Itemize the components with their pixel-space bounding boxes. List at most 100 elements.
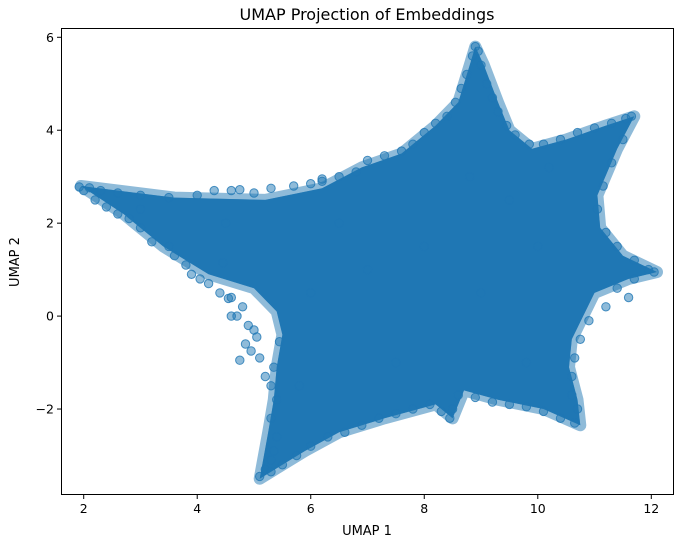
scatter-point <box>195 274 205 284</box>
scatter-point <box>306 441 316 451</box>
scatter-point <box>629 274 639 284</box>
scatter-point <box>606 158 617 168</box>
scatter-point <box>570 418 580 428</box>
scatter-point <box>493 106 503 117</box>
x-tick-label: 12 <box>643 501 659 516</box>
y-tick-label: 2 <box>46 216 54 231</box>
y-tick-label: 6 <box>46 30 54 45</box>
scatter-point <box>504 399 515 410</box>
scatter-point <box>521 402 532 412</box>
scatter-point <box>269 446 279 456</box>
scatter-point <box>510 130 520 140</box>
scatter-point <box>169 251 180 261</box>
scatter-point <box>357 420 367 430</box>
plot-frame <box>61 28 674 495</box>
scatter-point <box>181 260 191 270</box>
scatter-point <box>570 353 580 363</box>
scatter-point <box>220 218 231 228</box>
scatter-point <box>555 413 566 423</box>
scatter-point <box>501 120 512 131</box>
scatter-point <box>266 183 276 194</box>
scatter-point <box>462 69 472 80</box>
chart-title: UMAP Projection of Embeddings <box>240 5 495 24</box>
scatter-point <box>445 413 455 423</box>
scatter-point <box>362 155 373 166</box>
scatter-point <box>226 311 237 321</box>
scatter-point <box>317 176 327 187</box>
scatter-point <box>450 97 461 108</box>
scatter-point <box>482 79 492 89</box>
scatter-point <box>226 185 237 196</box>
scatter-point <box>334 172 344 182</box>
scatter-point <box>269 362 279 372</box>
scatter-point <box>601 227 611 238</box>
scatter-point <box>538 139 549 149</box>
scatter-point <box>237 302 248 312</box>
scatter-point <box>135 190 146 201</box>
scatter-point <box>192 190 202 201</box>
scatter-marks <box>74 40 663 485</box>
scatter-point <box>572 127 583 138</box>
scatter-point <box>436 406 446 417</box>
scatter-point <box>524 139 534 149</box>
y-tick-label: −2 <box>36 402 54 417</box>
scatter-point <box>277 460 288 470</box>
scatter-point <box>124 213 134 224</box>
scatter-point <box>391 409 401 419</box>
scatter-point <box>567 390 577 400</box>
scatter-point <box>272 432 282 442</box>
scatter-point <box>649 267 659 277</box>
scatter-point <box>255 471 265 482</box>
scatter-point <box>223 293 234 304</box>
scatter-point <box>623 292 634 303</box>
scatter-point <box>612 283 622 293</box>
scatter-point <box>447 404 458 414</box>
scatter-point <box>470 392 480 403</box>
scatter-point <box>544 162 554 173</box>
scatter-point <box>272 395 282 405</box>
scatter-point <box>340 427 350 437</box>
scatter-point <box>252 332 262 342</box>
y-tick-label: 0 <box>46 309 54 324</box>
scatter-point <box>629 255 639 265</box>
scatter-point <box>396 146 407 156</box>
scatter-point <box>425 399 435 410</box>
scatter-point <box>419 127 429 138</box>
y-tick-label: 4 <box>46 123 54 138</box>
scatter-point <box>323 432 333 442</box>
scatter-point <box>135 204 146 214</box>
x-axis: 2 4 6 8 10 12 <box>80 495 659 516</box>
scatter-point <box>274 337 285 347</box>
scatter-point <box>374 413 384 423</box>
scatter-point <box>598 181 608 191</box>
scatter-point <box>487 93 498 103</box>
scatter-point <box>362 264 373 275</box>
scatter-point <box>164 192 174 203</box>
scatter-point <box>266 467 276 477</box>
x-tick-label: 6 <box>307 501 315 516</box>
x-tick-label: 10 <box>530 501 546 516</box>
scatter-point <box>135 223 146 233</box>
scatter-point <box>453 390 463 400</box>
scatter-point <box>476 288 486 298</box>
scatter-point <box>306 179 316 189</box>
x-tick-label: 2 <box>80 501 88 516</box>
scatter-point <box>612 241 622 252</box>
scatter-point <box>203 278 214 289</box>
scatter-point <box>521 357 532 368</box>
scatter-point <box>567 371 577 382</box>
scatter-point <box>606 118 617 129</box>
scatter-point <box>255 353 265 363</box>
scatter-point <box>487 397 498 407</box>
scatter-point <box>266 381 276 391</box>
x-axis-label: UMAP 1 <box>342 524 392 539</box>
scatter-point <box>430 118 441 129</box>
scatter-point <box>240 339 251 349</box>
scatter-point <box>408 404 418 414</box>
scatter-point <box>473 46 483 56</box>
scatter-point <box>289 181 299 191</box>
scatter-point <box>96 185 106 196</box>
scatter-point <box>209 185 219 196</box>
scatter-point <box>291 450 302 461</box>
